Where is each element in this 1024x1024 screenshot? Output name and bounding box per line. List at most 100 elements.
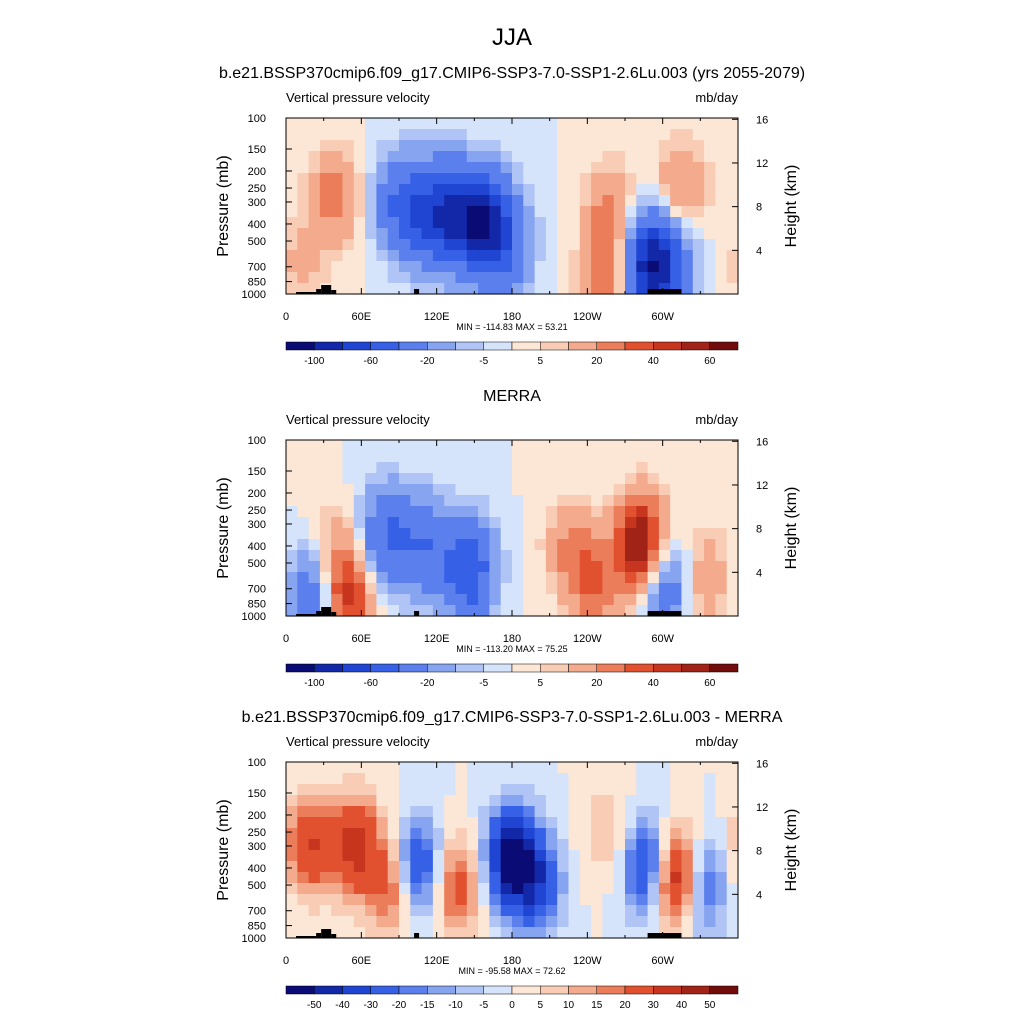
heat-cell [625,283,637,295]
y-tick-label: 700 [248,584,266,596]
heat-cell [331,162,344,174]
heat-cell [512,283,524,295]
heat-cell [602,462,615,474]
heat-cell [692,894,705,906]
colorbar-swatch [511,985,541,995]
heat-cell [681,261,694,273]
heat-cell [681,850,694,862]
heat-cell [331,550,344,562]
heat-cell [387,118,400,130]
heat-cell [557,473,570,485]
heat-cell [579,605,592,617]
heat-cell [399,206,411,218]
heat-cell [625,517,637,529]
heat-cell [647,550,660,562]
heat-cell [478,927,490,939]
heat-cell [692,927,705,939]
heat-cell [613,784,626,796]
heat-cell [625,850,637,862]
heat-cell [478,151,490,163]
heat-cell [523,773,536,785]
heat-cell [523,484,536,496]
heat-cell [365,828,377,840]
heat-cell [636,184,649,196]
x-tick-label: 120W [573,955,602,967]
heat-cell [331,539,344,551]
heat-cell [658,583,671,595]
heat-cell [534,583,547,595]
heat-cell [297,217,310,229]
heat-cell [466,506,479,518]
heat-cell [704,228,716,240]
heat-cell [500,261,513,273]
heat-cell [308,462,321,474]
heat-cell [602,217,615,229]
heat-cell [613,118,626,130]
heat-cell [410,828,423,840]
heat-cell [579,162,592,174]
heat-cell [726,894,739,906]
heat-cell [376,605,389,617]
heat-cell [478,528,490,540]
topography-block [316,611,322,616]
heat-cell [319,762,332,774]
heat-cell [545,828,558,840]
panel-1-min-max: MIN = -114.83 MAX = 53.21 [456,322,567,332]
heat-cell [625,561,637,573]
x-tick-label: 120E [424,955,450,967]
heat-cell [658,894,671,906]
heat-cell [681,784,694,796]
heat-cell [410,806,423,818]
heat-cell [591,462,603,474]
heat-cell [432,806,445,818]
heat-cell [297,484,310,496]
heat-cell [387,850,400,862]
heat-cell [647,872,660,884]
heat-cell [376,550,389,562]
heat-cell [297,517,310,529]
heat-cell [365,118,377,130]
colorbar-swatch [427,985,456,995]
heat-cell [286,916,298,928]
heat-cell [342,506,355,518]
heat-cell [489,283,502,295]
heat-cell [670,484,683,496]
heat-cell [286,140,298,152]
heat-cell [534,250,547,262]
heat-cell [557,272,570,284]
heat-cell [658,539,671,551]
heat-cell [568,239,581,251]
heat-cell [342,261,355,273]
heat-cell [715,883,728,895]
heat-cell [421,517,434,529]
heat-cell [602,927,615,939]
heat-cell [681,184,694,196]
heat-cell [602,162,615,174]
y-tick-label: 1000 [242,611,266,623]
heat-cell [331,506,344,518]
heat-cell [455,550,468,562]
heat-cell [376,517,389,529]
colorbar-label: 40 [648,356,660,367]
heat-cell [545,250,558,262]
heat-cell [444,151,457,163]
heat-cell [353,773,366,785]
heat-cell [421,850,434,862]
heat-cell [670,473,683,485]
heat-cell [308,872,321,884]
heat-cell [489,872,502,884]
heat-cell [421,528,434,540]
heat-cell [545,762,558,774]
heat-cell [365,217,377,229]
heat-cell [557,451,570,463]
heat-cell [399,173,411,185]
heat-cell [512,228,524,240]
heat-cell [500,140,513,152]
heat-cell [534,905,547,917]
heat-cell [421,784,434,796]
heat-cell [376,572,389,584]
heat-cell [410,484,423,496]
heat-cell [432,594,445,606]
heat-cell [444,272,457,284]
heat-cell [387,927,400,939]
